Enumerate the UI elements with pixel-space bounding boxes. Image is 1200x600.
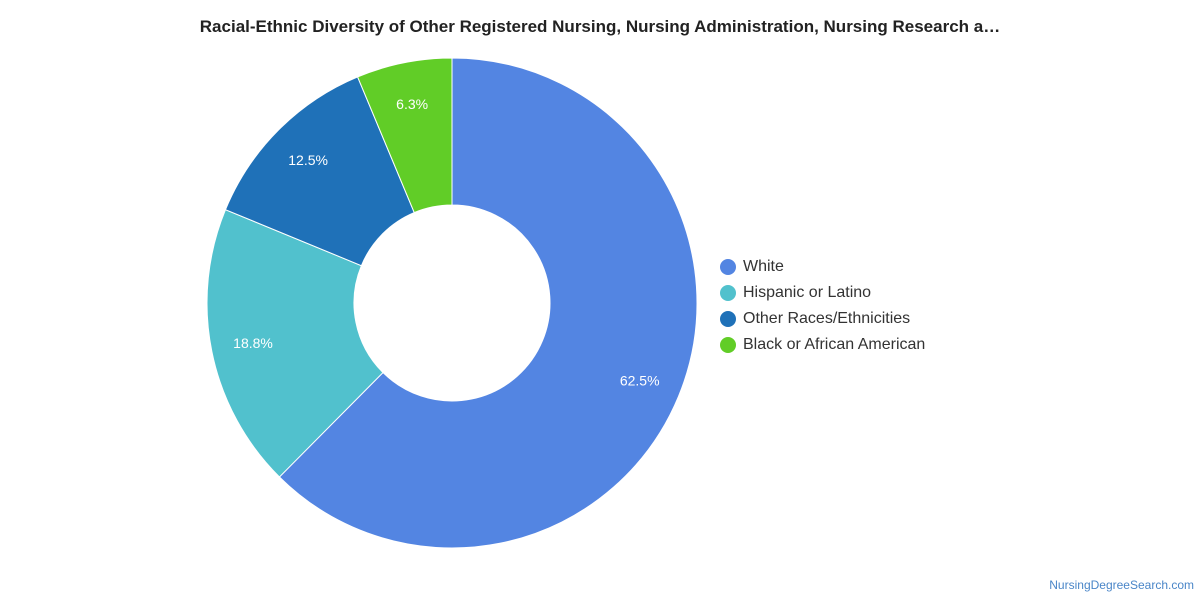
slice-label-other-races: 12.5% bbox=[288, 152, 328, 168]
slice-label-black-or-african-american: 6.3% bbox=[396, 96, 428, 112]
slice-black-or-african-american[interactable] bbox=[356, 57, 453, 214]
legend-swatch-other-races bbox=[720, 311, 736, 327]
slice-label-white: 62.5% bbox=[620, 372, 660, 388]
legend-swatch-hispanic-or-latino bbox=[720, 285, 736, 301]
legend-item-white[interactable]: White bbox=[720, 254, 925, 280]
legend-item-black-or-african-american[interactable]: Black or African American bbox=[720, 332, 925, 358]
legend-item-hispanic-or-latino[interactable]: Hispanic or Latino bbox=[720, 280, 925, 306]
legend-swatch-black-or-african-american bbox=[720, 337, 736, 353]
legend-label-other-races: Other Races/Ethnicities bbox=[743, 310, 911, 327]
legend-item-other-races[interactable]: Other Races/Ethnicities bbox=[720, 306, 925, 332]
legend-label-white: White bbox=[743, 258, 784, 275]
slice-label-hispanic-or-latino: 18.8% bbox=[233, 335, 273, 351]
chart-legend: White Hispanic or Latino Other Races/Eth… bbox=[720, 254, 925, 358]
slice-hispanic-or-latino[interactable] bbox=[206, 209, 384, 478]
slice-white[interactable] bbox=[278, 57, 698, 549]
slice-other-races[interactable] bbox=[224, 76, 415, 267]
legend-label-hispanic-or-latino: Hispanic or Latino bbox=[743, 284, 872, 301]
chart-title: Racial-Ethnic Diversity of Other Registe… bbox=[199, 17, 1001, 36]
legend-swatch-white bbox=[720, 259, 736, 275]
legend-label-black-or-african-american: Black or African American bbox=[743, 336, 926, 353]
source-credit[interactable]: NursingDegreeSearch.com bbox=[1049, 578, 1194, 592]
